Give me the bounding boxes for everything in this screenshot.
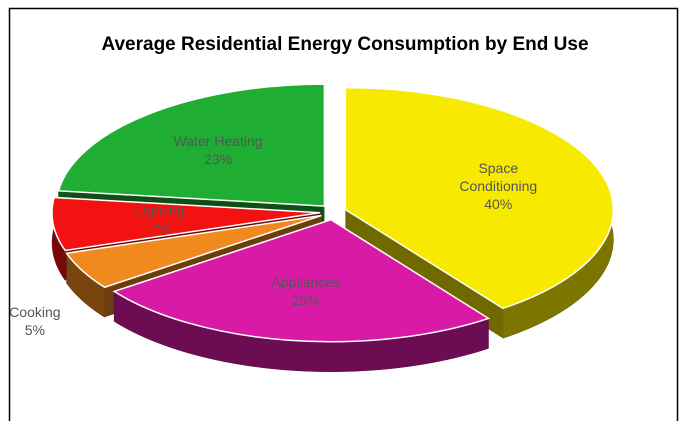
value-label: 5% bbox=[25, 322, 45, 338]
value-label: 40% bbox=[484, 196, 512, 212]
category-label: Cooking bbox=[9, 304, 60, 320]
chart-border bbox=[8, 7, 679, 421]
slice-label: Water Heating 23% bbox=[174, 133, 263, 167]
category-label: Space bbox=[478, 160, 518, 176]
category-label: Lighting bbox=[135, 201, 184, 217]
value-label: 7% bbox=[150, 219, 170, 235]
slice-top bbox=[65, 214, 322, 289]
slice-top bbox=[112, 218, 491, 343]
category-label: Appliances bbox=[272, 274, 341, 290]
slice bbox=[112, 218, 491, 372]
chart-title: Average Residential Energy Consumption b… bbox=[101, 34, 588, 55]
category-label: Water Heating bbox=[174, 133, 263, 149]
slice-top bbox=[51, 196, 321, 252]
labels: Space Conditioning 40% Appliances 25% Cooking… bbox=[9, 133, 537, 338]
slice-label: Cooking 5% bbox=[9, 304, 60, 338]
slice-label: Appliances 25% bbox=[272, 274, 341, 308]
slice-label: Space Conditioning 40% bbox=[459, 160, 537, 212]
category-label-cont: Conditioning bbox=[459, 178, 537, 194]
slice-label: Lighting 7% bbox=[135, 201, 184, 235]
pie bbox=[51, 83, 615, 372]
slice-top bbox=[57, 83, 326, 207]
value-label: 25% bbox=[292, 292, 320, 308]
slice-top bbox=[344, 86, 615, 310]
value-label: 23% bbox=[204, 151, 232, 167]
